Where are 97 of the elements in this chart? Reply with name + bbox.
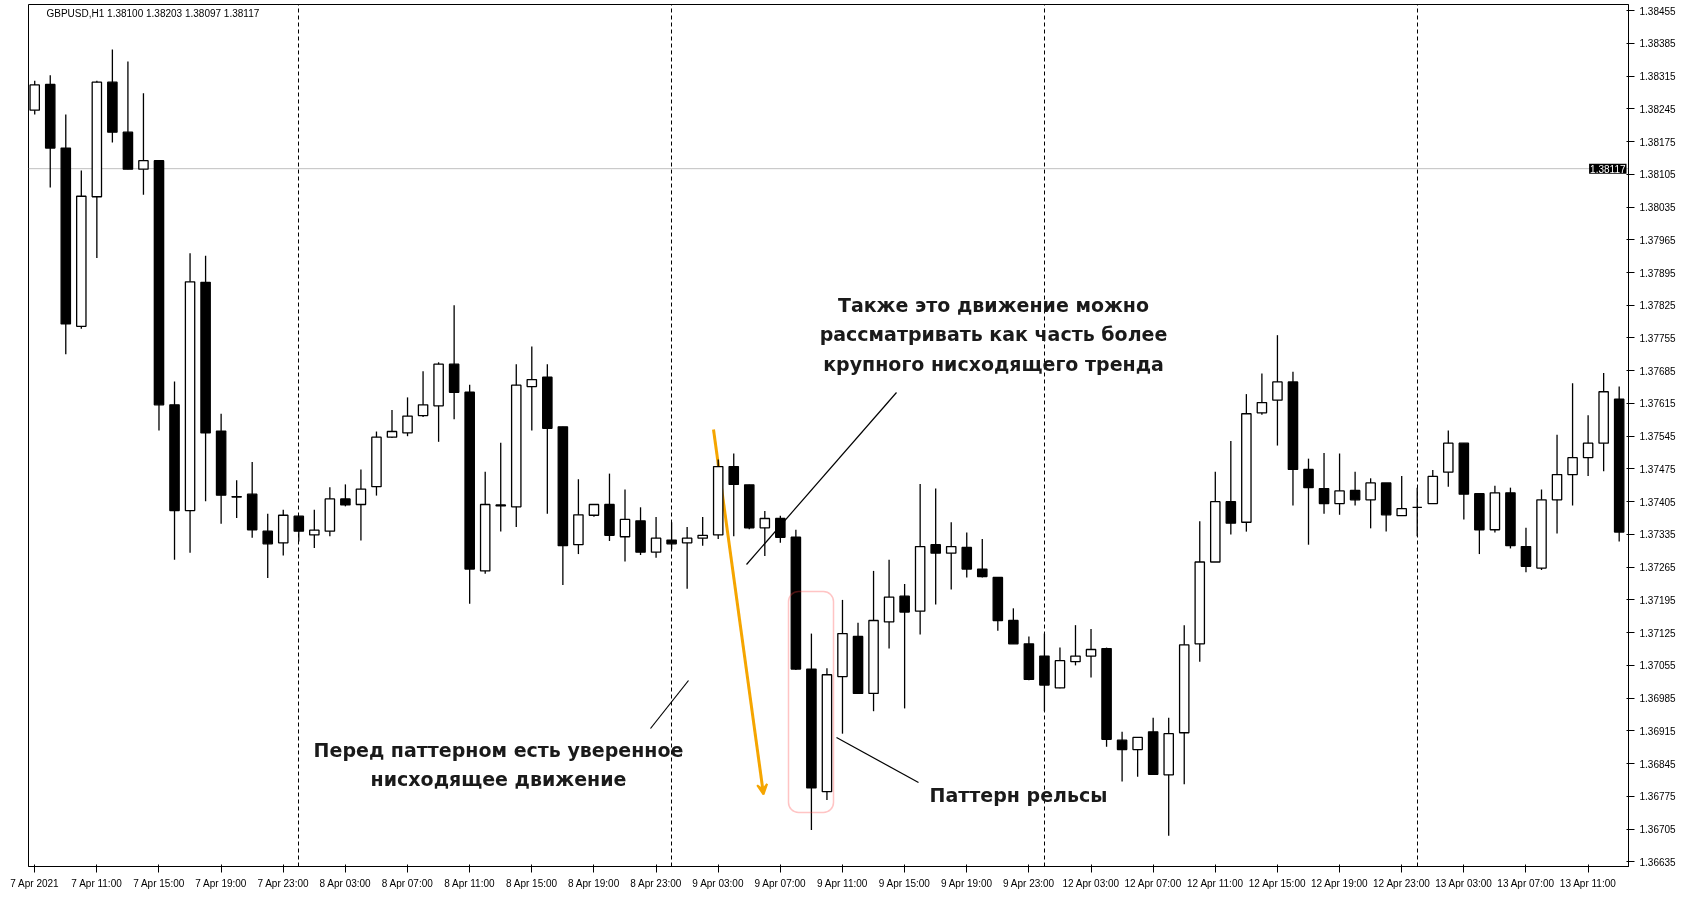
y-tick-label: 1.37195 bbox=[1639, 594, 1677, 606]
annotation: Паттерн рельсы bbox=[929, 783, 1108, 806]
candlestick bbox=[495, 442, 507, 533]
candlestick bbox=[138, 92, 149, 196]
x-tick-label: 8 Apr 15:00 bbox=[505, 877, 558, 889]
x-tick-label: 13 Apr 03:00 bbox=[1435, 877, 1493, 889]
y-tick-label: 1.38105 bbox=[1639, 169, 1677, 181]
candlestick bbox=[775, 515, 786, 544]
x-tick-label: 9 Apr 23:00 bbox=[1003, 877, 1055, 889]
y-tick-label: 1.37125 bbox=[1639, 627, 1677, 639]
y-tick-label: 1.37755 bbox=[1639, 332, 1677, 344]
y-tick-label: 1.37335 bbox=[1639, 529, 1677, 541]
y-tick-label: 1.37615 bbox=[1639, 398, 1677, 410]
candlestick bbox=[899, 583, 910, 710]
y-tick-label: 1.38245 bbox=[1639, 103, 1677, 115]
candlestick bbox=[1116, 731, 1128, 783]
candlestick bbox=[1520, 527, 1532, 573]
candlestick bbox=[961, 531, 973, 579]
x-tick-label: 9 Apr 07:00 bbox=[754, 877, 807, 889]
candlestick bbox=[976, 538, 988, 579]
annotation: Также это движение можно рассматривать как часть более крупного нисходящего тренда bbox=[819, 293, 1168, 376]
ref-line-label: 1.38117 bbox=[1590, 163, 1626, 175]
chart-title: GBPUSD,H1 1.38100 1.38203 1.38097 1.38117 bbox=[46, 7, 260, 19]
candlestick bbox=[1272, 334, 1283, 447]
candlestick bbox=[1256, 372, 1268, 416]
x-tick-label: 7 Apr 19:00 bbox=[195, 877, 247, 889]
x-tick-label: 8 Apr 11:00 bbox=[444, 877, 496, 889]
candlestick bbox=[697, 516, 708, 547]
candlestick bbox=[666, 521, 677, 551]
y-tick-label: 1.36915 bbox=[1639, 725, 1677, 737]
candlestick bbox=[1349, 471, 1361, 507]
y-tick-label: 1.38455 bbox=[1639, 5, 1677, 17]
x-tick-label: 13 Apr 11:00 bbox=[1559, 877, 1617, 889]
x-tick-label: 7 Apr 15:00 bbox=[133, 877, 185, 889]
candlestick bbox=[1132, 736, 1143, 778]
x-tick-label: 7 Apr 11:00 bbox=[71, 877, 123, 889]
candlestick bbox=[386, 409, 398, 439]
y-tick-label: 1.36635 bbox=[1639, 856, 1677, 868]
y-tick-label: 1.37965 bbox=[1639, 234, 1677, 246]
candlestick bbox=[355, 468, 367, 542]
candlestick bbox=[1318, 452, 1330, 515]
annotation: Перед паттерном есть уверенное нисходящее движение bbox=[313, 738, 684, 791]
x-tick-label: 12 Apr 23:00 bbox=[1373, 877, 1431, 889]
candlestick bbox=[759, 510, 771, 557]
candlestick bbox=[1085, 628, 1097, 679]
candlestick bbox=[1303, 458, 1314, 546]
x-tick-label: 9 Apr 03:00 bbox=[692, 877, 744, 889]
x-tick-label: 13 Apr 07:00 bbox=[1497, 877, 1555, 889]
y-tick-label: 1.38385 bbox=[1639, 38, 1677, 50]
y-tick-label: 1.38315 bbox=[1639, 71, 1677, 83]
candlestick bbox=[402, 396, 413, 437]
x-tick-label: 9 Apr 15:00 bbox=[878, 877, 931, 889]
x-tick-label: 7 Apr 2021 bbox=[10, 877, 60, 889]
x-tick-label: 12 Apr 03:00 bbox=[1062, 877, 1120, 889]
x-tick-label: 8 Apr 03:00 bbox=[319, 877, 372, 889]
x-tick-label: 12 Apr 19:00 bbox=[1310, 877, 1369, 889]
x-tick-label: 8 Apr 19:00 bbox=[568, 877, 620, 889]
candlestick bbox=[1567, 382, 1578, 507]
x-tick-label: 12 Apr 11:00 bbox=[1187, 877, 1244, 889]
y-tick-label: 1.38175 bbox=[1639, 136, 1677, 148]
y-tick-label: 1.36705 bbox=[1639, 824, 1677, 836]
candlestick bbox=[262, 513, 274, 579]
y-tick-label: 1.37405 bbox=[1639, 496, 1677, 508]
x-tick-label: 8 Apr 07:00 bbox=[381, 877, 434, 889]
x-tick-label: 9 Apr 11:00 bbox=[817, 877, 868, 889]
x-tick-label: 12 Apr 15:00 bbox=[1248, 877, 1306, 889]
y-tick-label: 1.36775 bbox=[1639, 791, 1677, 803]
candlestick bbox=[1008, 607, 1019, 645]
candlestick bbox=[309, 508, 320, 549]
candlestick bbox=[930, 487, 941, 606]
candlestick bbox=[1334, 452, 1345, 516]
y-tick-label: 1.37545 bbox=[1639, 431, 1677, 443]
candlestick bbox=[1396, 475, 1408, 517]
y-tick-label: 1.36985 bbox=[1639, 693, 1677, 705]
candlestick bbox=[417, 370, 429, 418]
candlestick bbox=[526, 345, 538, 432]
y-tick-label: 1.37825 bbox=[1639, 300, 1677, 312]
y-tick-label: 1.36845 bbox=[1639, 758, 1677, 770]
y-tick-label: 1.37685 bbox=[1639, 365, 1677, 377]
y-tick-label: 1.37895 bbox=[1639, 267, 1677, 279]
y-tick-label: 1.37475 bbox=[1639, 463, 1677, 475]
x-tick-label: 7 Apr 23:00 bbox=[257, 877, 309, 889]
candlestick bbox=[728, 452, 740, 537]
y-tick-label: 1.37055 bbox=[1639, 660, 1677, 672]
x-tick-label: 9 Apr 19:00 bbox=[940, 877, 993, 889]
x-tick-label: 12 Apr 07:00 bbox=[1124, 877, 1182, 889]
candlestick bbox=[650, 516, 662, 559]
candlestick bbox=[619, 488, 631, 563]
y-tick-label: 1.38035 bbox=[1639, 202, 1677, 214]
candlestick bbox=[1365, 477, 1376, 529]
candlestick bbox=[1070, 624, 1081, 667]
candlestick bbox=[1225, 440, 1237, 536]
candlestick bbox=[1582, 414, 1594, 477]
candlestick bbox=[945, 521, 957, 591]
x-tick-label: 8 Apr 23:00 bbox=[630, 877, 682, 889]
y-tick-label: 1.37265 bbox=[1639, 562, 1677, 574]
candlestick bbox=[231, 479, 242, 519]
